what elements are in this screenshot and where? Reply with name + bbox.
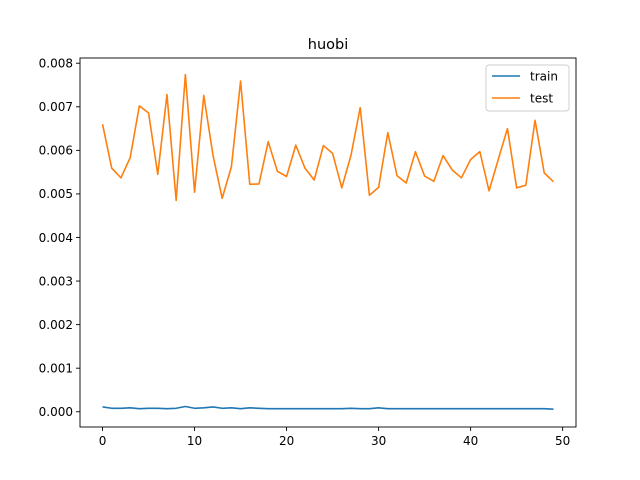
- legend-label-train: train: [530, 70, 558, 84]
- series-line-train: [102, 405, 554, 410]
- y-tick-label: 0.007: [39, 100, 73, 114]
- y-tick-label: 0.002: [39, 318, 73, 332]
- x-tick-label: 20: [279, 434, 294, 448]
- y-tick-label: 0.003: [39, 274, 73, 288]
- y-tick-label: 0.000: [39, 405, 73, 419]
- x-tick-label: 40: [463, 434, 478, 448]
- x-tick-label: 0: [99, 434, 107, 448]
- x-axis: 0 10 20 30 40 50: [99, 427, 570, 448]
- legend-label-test: test: [530, 92, 553, 106]
- y-tick-label: 0.006: [39, 144, 73, 158]
- x-tick-label: 50: [555, 434, 570, 448]
- y-tick-label: 0.004: [39, 231, 73, 245]
- y-axis: 0.000 0.001 0.002 0.003 0.004 0.005 0.006 0.007…: [39, 57, 80, 419]
- plot-area: [80, 58, 576, 427]
- x-tick-label: 10: [187, 434, 202, 448]
- plot-frame: [79, 57, 577, 428]
- chart-title: huobi: [308, 37, 348, 53]
- y-tick-label: 0.001: [39, 361, 73, 375]
- legend: train test: [485, 64, 570, 112]
- series-layer: [101, 73, 555, 410]
- y-tick-label: 0.008: [39, 57, 73, 71]
- y-tick-label: 0.005: [39, 187, 73, 201]
- x-tick-label: 30: [371, 434, 386, 448]
- series-line-test: [101, 73, 555, 202]
